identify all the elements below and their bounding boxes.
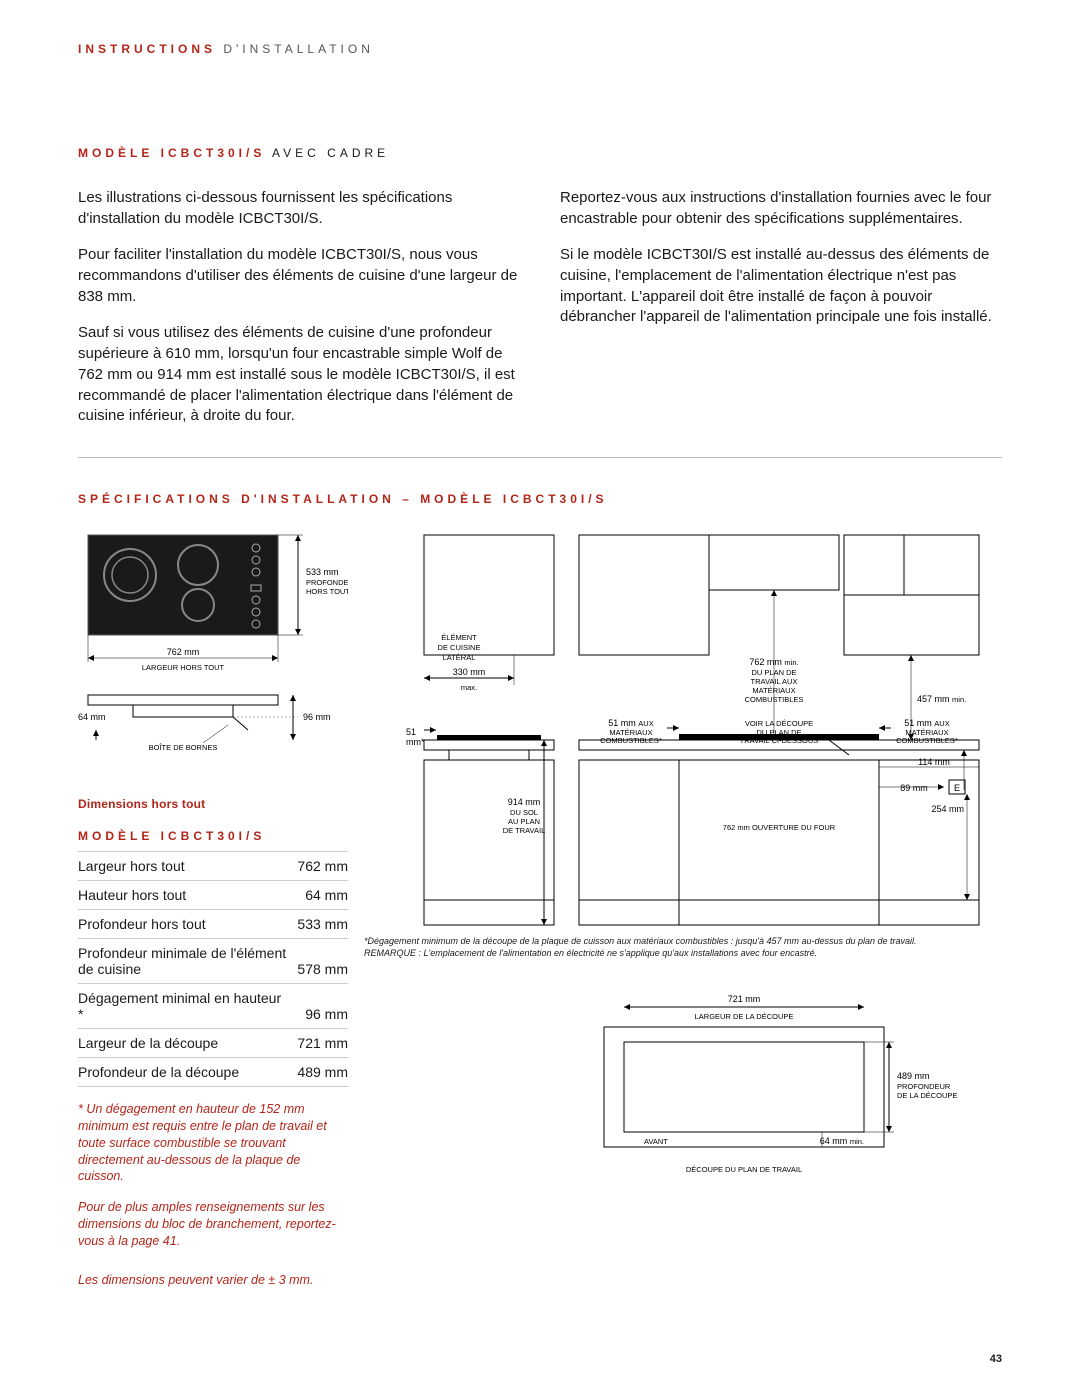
- svg-text:PROFONDEUR: PROFONDEUR: [897, 1082, 951, 1091]
- svg-text:DE LA DÉCOUPE: DE LA DÉCOUPE: [897, 1091, 957, 1100]
- body-p: Sauf si vous utilisez des éléments de cu…: [78, 323, 520, 426]
- svg-text:DÉCOUPE DU PLAN DE TRAVAIL: DÉCOUPE DU PLAN DE TRAVAIL: [686, 1165, 802, 1174]
- spec-label: Hauteur hors tout: [78, 880, 289, 909]
- svg-text:51 mm AUX: 51 mm AUX: [608, 718, 653, 728]
- cabinet-front-diagram: 762 mm min. DU PLAN DE TRAVAIL AUX MATÉR…: [569, 530, 989, 930]
- svg-text:457 mm min.: 457 mm min.: [917, 694, 966, 704]
- footnote: Pour de plus amples renseignements sur l…: [78, 1199, 348, 1250]
- table-row: Hauteur hors tout64 mm: [78, 880, 348, 909]
- svg-text:489 mm: 489 mm: [897, 1071, 930, 1081]
- table-row: Profondeur hors tout533 mm: [78, 909, 348, 938]
- svg-text:E: E: [954, 783, 960, 793]
- diagram-footnote: REMARQUE : L'emplacement de l'alimentati…: [364, 948, 1002, 960]
- cooktop-top-diagram: 533 mm PROFONDEUR HORS TOUT 762 mm LARGE…: [78, 530, 348, 780]
- svg-text:LARGEUR DE LA DÉCOUPE: LARGEUR DE LA DÉCOUPE: [695, 1012, 794, 1021]
- body-p: Si le modèle ICBCT30I/S est installé au-…: [560, 245, 1002, 328]
- spec-value: 578 mm: [289, 938, 348, 983]
- body-p: Pour faciliter l'installation du modèle …: [78, 245, 520, 307]
- footnote: Les dimensions peuvent varier de ± 3 mm.: [78, 1272, 348, 1289]
- model-title: MODÈLE ICBCT30I/S: [78, 829, 348, 843]
- spec-label: Largeur de la découpe: [78, 1028, 289, 1057]
- spec-value: 762 mm: [289, 851, 348, 880]
- table-row: Profondeur de la découpe489 mm: [78, 1057, 348, 1086]
- svg-text:DE CUISINE: DE CUISINE: [438, 643, 481, 652]
- cutout-diagram: 721 mm LARGEUR DE LA DÉCOUPE 489 mm PROF…: [564, 987, 984, 1187]
- svg-text:DU SOL: DU SOL: [510, 808, 538, 817]
- svg-text:96 mm: 96 mm: [303, 712, 331, 722]
- svg-text:114 mm: 114 mm: [918, 757, 950, 767]
- svg-text:max.: max.: [461, 683, 477, 692]
- table-row: Largeur hors tout762 mm: [78, 851, 348, 880]
- spec-label: Profondeur hors tout: [78, 909, 289, 938]
- table-row: Profondeur minimale de l'élément de cuis…: [78, 938, 348, 983]
- svg-text:LARGEUR HORS TOUT: LARGEUR HORS TOUT: [142, 663, 225, 672]
- svg-text:ÉLÉMENT: ÉLÉMENT: [441, 633, 477, 642]
- svg-text:AU PLAN: AU PLAN: [508, 817, 540, 826]
- spec-label: Profondeur minimale de l'élément de cuis…: [78, 938, 289, 983]
- body-p: Reportez-vous aux instructions d'install…: [560, 188, 1002, 229]
- header-rest: D'INSTALLATION: [223, 42, 374, 56]
- table-row: Dégagement minimal en hauteur *96 mm: [78, 983, 348, 1028]
- svg-text:HORS TOUT: HORS TOUT: [306, 587, 348, 596]
- svg-text:COMBUSTIBLES*: COMBUSTIBLES*: [600, 736, 662, 745]
- svg-text:DE TRAVAIL: DE TRAVAIL: [503, 826, 546, 835]
- svg-text:51: 51: [406, 727, 416, 737]
- spec-value: 96 mm: [289, 983, 348, 1028]
- body-columns: Les illustrations ci-dessous fournissent…: [78, 188, 1002, 443]
- svg-text:330 mm: 330 mm: [453, 667, 486, 677]
- spec-value: 64 mm: [289, 880, 348, 909]
- spec-label: Dégagement minimal en hauteur *: [78, 983, 289, 1028]
- svg-text:64 mm min.: 64 mm min.: [820, 1136, 864, 1146]
- diagram-footnote: *Dégagement minimum de la découpe de la …: [364, 936, 1002, 948]
- svg-text:COMBUSTIBLES: COMBUSTIBLES: [745, 695, 804, 704]
- svg-text:PROFONDEUR: PROFONDEUR: [306, 578, 348, 587]
- section-title: MODÈLE ICBCT30I/S AVEC CADRE: [78, 146, 1002, 160]
- section-bold: MODÈLE ICBCT30I/S: [78, 146, 265, 160]
- cabinet-side-diagram: ÉLÉMENT DE CUISINE LATÉRAL 330 mm max. 5…: [364, 530, 559, 930]
- svg-text:MATÉRIAUX: MATÉRIAUX: [752, 686, 795, 695]
- svg-text:COMBUSTIBLES*: COMBUSTIBLES*: [896, 736, 958, 745]
- spec-value: 721 mm: [289, 1028, 348, 1057]
- spec-label: Profondeur de la découpe: [78, 1057, 289, 1086]
- svg-text:51 mm AUX: 51 mm AUX: [904, 718, 949, 728]
- page-number: 43: [990, 1353, 1002, 1365]
- svg-text:64 mm: 64 mm: [78, 712, 106, 722]
- section-rest: AVEC CADRE: [272, 146, 389, 160]
- header-bold: INSTRUCTIONS: [78, 42, 216, 56]
- svg-text:DU PLAN DE: DU PLAN DE: [751, 668, 796, 677]
- separator: [78, 457, 1002, 458]
- svg-text:914 mm: 914 mm: [508, 797, 541, 807]
- svg-text:TRAVAIL AUX: TRAVAIL AUX: [751, 677, 798, 686]
- spec-label: Largeur hors tout: [78, 851, 289, 880]
- svg-text:254 mm: 254 mm: [931, 804, 964, 814]
- body-p: Les illustrations ci-dessous fournissent…: [78, 188, 520, 229]
- dimensions-title: Dimensions hors tout: [78, 797, 348, 811]
- body-col-left: Les illustrations ci-dessous fournissent…: [78, 188, 520, 443]
- svg-text:721 mm: 721 mm: [728, 994, 761, 1004]
- spec-heading: SPÉCIFICATIONS D'INSTALLATION – MODÈLE I…: [78, 492, 1002, 506]
- spec-right: ÉLÉMENT DE CUISINE LATÉRAL 330 mm max. 5…: [364, 530, 1002, 1289]
- svg-text:89 mm: 89 mm: [900, 783, 928, 793]
- footnote: * Un dégagement en hauteur de 152 mm min…: [78, 1101, 348, 1185]
- svg-text:LATÉRAL: LATÉRAL: [443, 653, 476, 662]
- spec-value: 533 mm: [289, 909, 348, 938]
- svg-text:VOIR LA DÉCOUPE: VOIR LA DÉCOUPE: [745, 719, 813, 728]
- svg-text:762 mm OUVERTURE DU FOUR: 762 mm OUVERTURE DU FOUR: [723, 823, 836, 832]
- svg-text:BOÎTE DE BORNES: BOÎTE DE BORNES: [149, 743, 218, 752]
- page-header: INSTRUCTIONS D'INSTALLATION: [78, 42, 1002, 56]
- spec-value: 489 mm: [289, 1057, 348, 1086]
- table-row: Largeur de la découpe721 mm: [78, 1028, 348, 1057]
- svg-text:AVANT: AVANT: [644, 1137, 668, 1146]
- spec-table: Largeur hors tout762 mm Hauteur hors tou…: [78, 851, 348, 1087]
- spec-area: 533 mm PROFONDEUR HORS TOUT 762 mm LARGE…: [78, 530, 1002, 1289]
- svg-text:533 mm: 533 mm: [306, 567, 339, 577]
- svg-text:TRAVAIL CI-DESSOUS: TRAVAIL CI-DESSOUS: [740, 736, 819, 745]
- svg-text:762 mm min.: 762 mm min.: [749, 657, 798, 667]
- spec-left: 533 mm PROFONDEUR HORS TOUT 762 mm LARGE…: [78, 530, 348, 1289]
- svg-text:mm*: mm*: [406, 737, 425, 747]
- body-col-right: Reportez-vous aux instructions d'install…: [560, 188, 1002, 443]
- svg-text:762 mm: 762 mm: [167, 647, 200, 657]
